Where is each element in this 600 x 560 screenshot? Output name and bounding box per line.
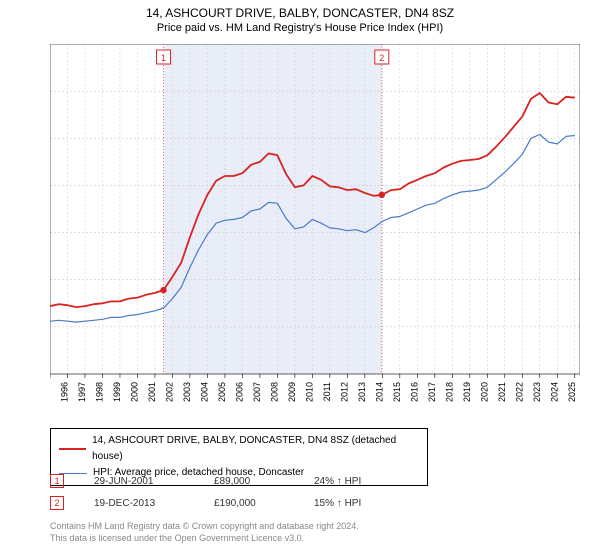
sale-delta-2: 15% ↑ HPI [314,498,361,509]
sale-marker-1: 1 [50,474,64,488]
svg-text:1995: 1995 [50,382,52,402]
svg-text:2019: 2019 [462,382,472,402]
chart-svg: £0£50K£100K£150K£200K£250K£300K£350K1995… [50,44,580,424]
svg-text:2022: 2022 [514,382,524,402]
sale-price-2: £190,000 [214,498,284,509]
svg-text:2000: 2000 [129,382,139,402]
footer-note: Contains HM Land Registry data © Crown c… [50,520,359,544]
footer-line2: This data is licensed under the Open Gov… [50,532,359,544]
svg-text:2002: 2002 [164,382,174,402]
svg-text:1999: 1999 [112,382,122,402]
chart-container: 14, ASHCOURT DRIVE, BALBY, DONCASTER, DN… [0,0,600,560]
svg-text:2006: 2006 [234,382,244,402]
svg-text:2017: 2017 [427,382,437,402]
svg-text:2014: 2014 [374,382,384,402]
sale-delta-1: 24% ↑ HPI [314,476,361,487]
sales-table: 1 29-JUN-2001 £89,000 24% ↑ HPI 2 19-DEC… [50,470,550,514]
svg-text:1997: 1997 [77,382,87,402]
legend-row: 14, ASHCOURT DRIVE, BALBY, DONCASTER, DN… [59,433,419,465]
svg-text:2010: 2010 [304,382,314,402]
svg-text:2009: 2009 [287,382,297,402]
svg-text:2021: 2021 [497,382,507,402]
sale-date-2: 19-DEC-2013 [94,498,184,509]
svg-text:2: 2 [379,53,384,63]
sale-price-1: £89,000 [214,476,284,487]
sale-date-1: 29-JUN-2001 [94,476,184,487]
sale-marker-2-num: 2 [54,499,59,508]
svg-text:2011: 2011 [322,382,332,401]
svg-text:1996: 1996 [59,382,69,402]
svg-text:2018: 2018 [444,382,454,402]
sale-marker-1-num: 1 [54,477,59,486]
svg-text:1: 1 [161,53,166,63]
svg-text:2005: 2005 [217,382,227,402]
svg-text:2020: 2020 [479,382,489,402]
svg-text:2015: 2015 [392,382,402,402]
sale-marker-2: 2 [50,496,64,510]
chart-subtitle: Price paid vs. HM Land Registry's House … [0,20,600,42]
svg-text:2024: 2024 [549,382,559,402]
svg-text:2013: 2013 [357,382,367,402]
sales-row: 1 29-JUN-2001 £89,000 24% ↑ HPI [50,470,550,492]
svg-text:2008: 2008 [269,382,279,402]
svg-text:1998: 1998 [94,382,104,402]
legend-label-0: 14, ASHCOURT DRIVE, BALBY, DONCASTER, DN… [92,433,419,465]
svg-text:2007: 2007 [252,382,262,402]
chart-title: 14, ASHCOURT DRIVE, BALBY, DONCASTER, DN… [0,0,600,20]
svg-text:2023: 2023 [532,382,542,402]
footer-line1: Contains HM Land Registry data © Crown c… [50,520,359,532]
svg-text:2025: 2025 [567,382,577,402]
svg-text:2012: 2012 [339,382,349,402]
svg-text:2004: 2004 [199,382,209,402]
svg-text:2003: 2003 [182,382,192,402]
legend-swatch-0 [59,448,86,450]
svg-text:2001: 2001 [147,382,157,402]
sales-row: 2 19-DEC-2013 £190,000 15% ↑ HPI [50,492,550,514]
svg-text:2016: 2016 [409,382,419,402]
plot-area: £0£50K£100K£150K£200K£250K£300K£350K1995… [50,44,580,394]
